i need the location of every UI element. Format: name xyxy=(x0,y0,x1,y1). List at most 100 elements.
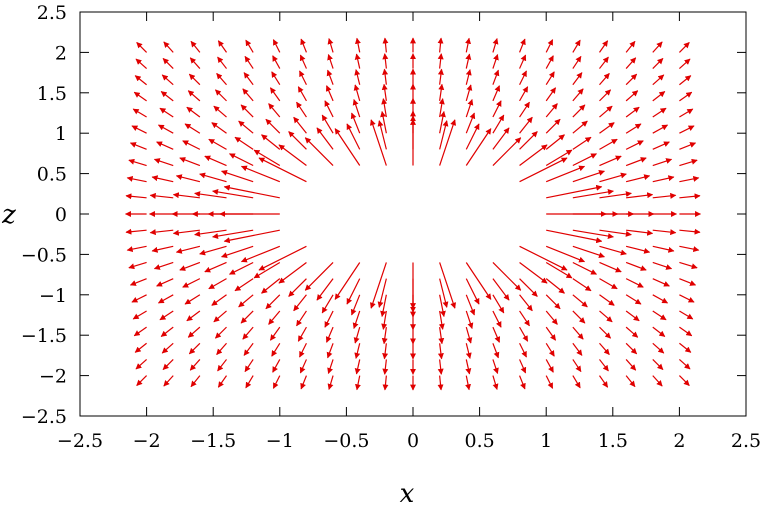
vector-arrow xyxy=(625,245,651,254)
vector-arrow xyxy=(625,90,639,102)
vector-arrow xyxy=(599,172,627,183)
vector-arrow xyxy=(300,375,307,390)
vector-arrow xyxy=(679,158,698,167)
y-tick-label: 1.5 xyxy=(37,83,67,105)
vector-arrow xyxy=(519,326,529,342)
vector-arrow xyxy=(545,359,554,373)
vector-arrow xyxy=(354,359,361,375)
vector-arrow xyxy=(258,245,307,271)
vector-arrow xyxy=(545,103,558,118)
vector-arrow xyxy=(679,278,697,286)
vector-arrow xyxy=(439,110,446,134)
vector-arrow xyxy=(132,310,147,320)
vector-arrow xyxy=(652,91,666,102)
vector-arrow xyxy=(352,98,361,118)
x-tick-label: 2 xyxy=(673,430,685,452)
vector-arrow xyxy=(625,123,642,134)
vector-arrow xyxy=(175,174,201,183)
y-tick-label: −2 xyxy=(39,366,67,388)
vector-arrow xyxy=(545,245,586,263)
vector-arrow xyxy=(492,294,505,314)
vector-arrow xyxy=(321,294,334,314)
y-tick-label: 0.5 xyxy=(37,164,67,186)
vector-arrow xyxy=(492,326,501,343)
vector-arrow xyxy=(625,40,636,53)
vector-arrow xyxy=(136,375,148,386)
vector-arrow xyxy=(545,261,573,279)
vector-arrow xyxy=(299,70,307,85)
vector-arrow xyxy=(157,294,174,304)
vector-arrow xyxy=(244,55,254,69)
vector-arrow xyxy=(545,134,565,150)
vector-arrow xyxy=(492,38,499,53)
vector-arrow xyxy=(182,140,201,150)
vector-arrow xyxy=(327,359,334,375)
vector-arrow xyxy=(172,229,200,236)
vector-arrow xyxy=(221,245,254,258)
vector-arrow xyxy=(678,358,691,370)
vector-arrow xyxy=(519,375,526,390)
vector-arrow xyxy=(334,128,361,166)
vector-arrow xyxy=(599,278,618,290)
vector-arrow xyxy=(492,137,522,166)
vector-arrow xyxy=(326,69,334,85)
vector-arrow xyxy=(352,310,361,330)
vector-arrow xyxy=(355,375,361,391)
vector-arrow xyxy=(321,114,334,134)
vector-arrow xyxy=(519,38,526,53)
vector-arrow xyxy=(438,98,445,118)
vector-arrow xyxy=(652,342,665,354)
vector-arrow xyxy=(297,86,307,102)
vector-arrow xyxy=(652,359,664,371)
vector-arrow xyxy=(678,375,690,386)
vector-arrow xyxy=(519,157,568,183)
vector-arrow xyxy=(175,245,201,254)
vector-arrow xyxy=(179,261,201,271)
vector-arrow xyxy=(132,108,147,118)
vector-arrow xyxy=(572,278,592,292)
vector-arrow xyxy=(679,193,701,200)
vector-arrow xyxy=(465,375,471,391)
vector-arrow xyxy=(125,228,147,235)
vector-arrow xyxy=(350,112,361,134)
vector-arrow xyxy=(492,278,510,301)
vector-arrow xyxy=(492,69,500,85)
vector-arrow xyxy=(153,261,174,270)
vector-arrow xyxy=(149,229,174,236)
vector-arrow xyxy=(272,55,281,69)
vector-arrow xyxy=(599,155,622,167)
vector-arrow xyxy=(208,138,227,150)
vector-arrow xyxy=(299,359,307,374)
x-tick-label: −1 xyxy=(266,430,294,452)
vector-arrow xyxy=(242,326,254,340)
vector-arrow xyxy=(381,83,388,101)
vector-arrow xyxy=(625,326,639,338)
vector-arrow xyxy=(189,57,201,69)
vector-arrow xyxy=(288,131,307,150)
vector-arrow xyxy=(572,136,592,150)
vector-arrow xyxy=(324,100,334,118)
vector-arrow xyxy=(299,54,307,69)
vector-arrow xyxy=(572,72,583,86)
vector-arrow xyxy=(213,105,227,118)
vector-arrow xyxy=(492,127,510,150)
vector-arrow xyxy=(382,375,389,391)
vector-arrow xyxy=(599,326,611,339)
vector-arrow xyxy=(160,91,174,102)
vector-arrow xyxy=(186,106,201,118)
vector-arrow xyxy=(238,120,254,134)
vector-arrow xyxy=(465,123,480,150)
vector-arrow xyxy=(599,72,610,86)
vector-arrow xyxy=(546,229,603,244)
vector-arrow xyxy=(272,359,281,373)
y-tick-label: −1.5 xyxy=(21,325,67,347)
vector-arrow xyxy=(194,191,227,199)
vector-arrow xyxy=(519,54,527,69)
vector-arrow xyxy=(652,158,673,167)
vector-arrow xyxy=(187,326,201,338)
vector-arrow xyxy=(194,229,227,237)
vector-arrow xyxy=(492,262,522,291)
vector-arrow xyxy=(134,75,147,86)
vector-arrow xyxy=(519,101,530,118)
vector-arrow xyxy=(234,278,254,292)
